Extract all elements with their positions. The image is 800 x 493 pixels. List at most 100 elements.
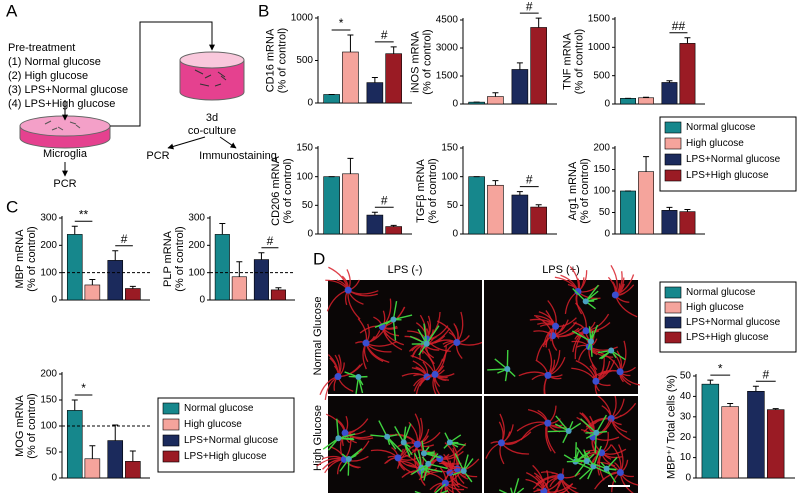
bar — [530, 206, 547, 235]
legend-box — [659, 281, 797, 353]
legend-label: LPS+Normal glucose — [686, 154, 781, 165]
bar — [323, 94, 340, 104]
bar — [661, 82, 678, 105]
astrocyte — [410, 344, 455, 399]
y-tick-label: 0 — [307, 98, 313, 109]
bar — [661, 210, 678, 235]
bar — [107, 440, 124, 479]
legend-swatch — [664, 121, 682, 134]
error-bar — [71, 399, 78, 411]
y-tick-label: 100 — [441, 171, 458, 182]
legend-swatch — [664, 331, 682, 344]
legend-swatch — [162, 434, 180, 447]
y-axis-label: CD206 mRNA — [270, 155, 282, 225]
bar — [270, 289, 286, 301]
y-tick-label: 0 — [51, 473, 57, 484]
significance-label: * — [81, 381, 86, 395]
bar — [125, 461, 141, 479]
nucleus — [608, 347, 615, 354]
nucleus — [587, 338, 594, 345]
y-tick-label: 100 — [296, 171, 313, 182]
y-tick-label: 1500 — [588, 14, 611, 25]
nucleus — [497, 439, 505, 447]
row-label: High Glucose — [312, 405, 324, 471]
significance-label: * — [718, 361, 723, 375]
oligodendrocyte — [409, 323, 440, 356]
pretreatment-title: Pre-treatment — [8, 42, 75, 54]
y-tick-label: 150 — [40, 395, 57, 406]
significance-label: # — [121, 232, 128, 246]
bar — [530, 27, 547, 105]
error-bar — [707, 379, 714, 385]
oligodendrocyte — [452, 453, 474, 483]
nucleus — [453, 339, 461, 347]
nucleus — [565, 428, 572, 435]
culture-dish — [19, 115, 111, 149]
arrow — [219, 136, 237, 149]
immunostaining-label: Immunostaining — [199, 150, 277, 162]
astrocyte — [529, 300, 577, 348]
bar — [385, 226, 402, 235]
bar — [620, 98, 637, 105]
y-axis-label: MOG mRNA — [14, 394, 26, 456]
panel-label: D — [313, 249, 325, 268]
bar — [84, 458, 101, 479]
nucleus — [544, 419, 552, 427]
micrographs — [316, 264, 641, 493]
significance-label: # — [267, 234, 274, 248]
bar — [342, 51, 359, 104]
y-tick-label: 100 — [188, 267, 205, 278]
error-bar — [112, 250, 119, 261]
y-tick-label: 50 — [46, 447, 58, 458]
bar — [125, 288, 141, 301]
y-axis-unit: (% of control) — [427, 158, 439, 223]
y-tick-label: 0 — [604, 229, 610, 240]
significance-label: # — [381, 28, 388, 42]
error-bar — [752, 385, 759, 392]
y-tick-label: 50 — [680, 371, 692, 382]
astrocyte — [607, 264, 638, 318]
nucleus — [341, 429, 349, 437]
bar — [323, 176, 340, 235]
astrocyte — [407, 311, 451, 365]
condition: (1) Normal glucose — [8, 56, 101, 68]
oligodendrocyte — [322, 418, 356, 451]
bar — [511, 194, 529, 235]
arrow — [167, 136, 206, 150]
y-tick-label: 500 — [593, 70, 610, 81]
column-label: LPS (+) — [542, 264, 580, 276]
error-bar — [516, 62, 523, 70]
y-tick-label: 50 — [302, 200, 314, 211]
error-bar — [275, 287, 282, 290]
legend-label: High glucose — [184, 419, 242, 430]
significance-label: # — [381, 193, 388, 207]
arrow — [110, 21, 215, 127]
y-axis-unit: (% of control) — [574, 29, 586, 94]
legend-swatch — [162, 450, 180, 463]
nucleus — [335, 435, 342, 442]
bar — [511, 69, 529, 105]
error-bar — [89, 445, 96, 459]
nucleus — [425, 460, 432, 467]
oligodendrocyte — [394, 423, 413, 457]
panel-label: B — [258, 1, 269, 20]
y-tick-label: 150 — [296, 143, 313, 154]
panel-label: A — [6, 1, 18, 20]
error-bar — [236, 261, 243, 277]
oligodendrocyte — [547, 415, 582, 444]
nucleus — [611, 291, 619, 299]
oligodendrocyte — [374, 301, 413, 341]
y-tick-label: 100 — [40, 267, 57, 278]
legend-label: Normal glucose — [686, 122, 756, 133]
oligodendrocyte — [344, 371, 368, 394]
error-bar — [535, 204, 542, 208]
bar — [638, 171, 655, 235]
error-bar — [492, 180, 499, 186]
oligodendrocyte — [563, 442, 592, 470]
pcr-label: PCR — [53, 178, 76, 190]
error-bar — [219, 222, 226, 235]
bar — [766, 409, 785, 479]
microglia-label: Microglia — [43, 148, 88, 160]
nucleus — [390, 316, 397, 323]
legend-label: High glucose — [686, 138, 744, 149]
